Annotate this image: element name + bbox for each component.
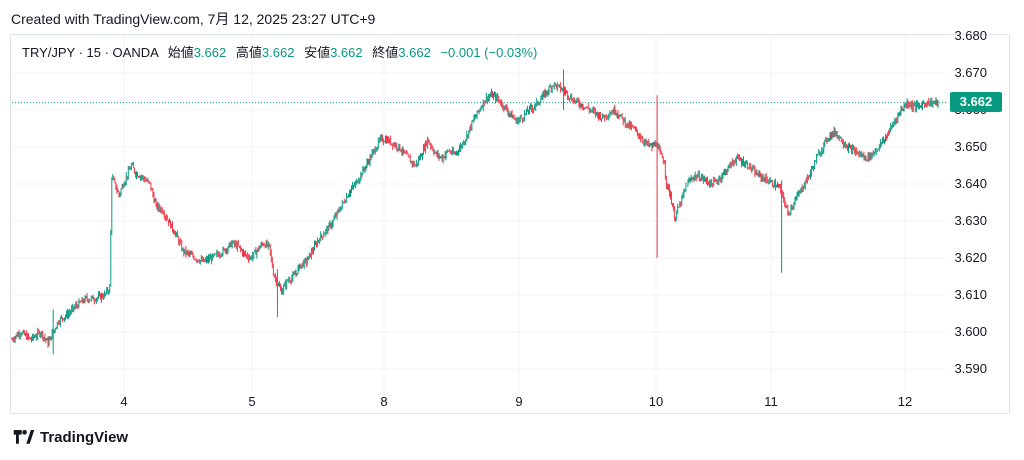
candles xyxy=(11,69,939,355)
y-axis-ticks: 3.6803.6703.6603.6503.6403.6303.6203.610… xyxy=(954,28,987,376)
y-tick-label: 3.680 xyxy=(954,28,987,43)
legend-change: −0.001 (−0.03%) xyxy=(440,45,538,60)
legend-open-value: 3.662 xyxy=(193,45,227,60)
x-tick-label: 5 xyxy=(248,394,255,409)
chart-frame xyxy=(10,34,1010,414)
x-tick-label: 4 xyxy=(120,394,127,409)
legend-open-label: 始値 xyxy=(167,45,194,60)
y-tick-label: 3.650 xyxy=(954,139,987,154)
y-tick-label: 3.610 xyxy=(954,287,987,302)
last-price-badge: 3.662 xyxy=(950,92,1002,112)
y-tick-label: 3.630 xyxy=(954,213,987,228)
tradingview-brand[interactable]: TradingView xyxy=(12,429,128,446)
tradingview-logo-icon xyxy=(13,429,35,444)
y-tick-label: 3.670 xyxy=(954,65,987,80)
created-with-text: Created with TradingView.com, 7月 12, 202… xyxy=(11,11,376,27)
legend-high-value: 3.662 xyxy=(261,45,295,60)
x-tick-label: 11 xyxy=(764,394,778,409)
x-tick-label: 10 xyxy=(649,394,663,409)
grid-lines xyxy=(12,35,946,392)
x-tick-label: 12 xyxy=(898,394,912,409)
y-tick-label: 3.640 xyxy=(954,176,987,191)
y-tick-label: 3.620 xyxy=(954,250,987,265)
legend-close-label: 終値 xyxy=(372,45,399,60)
x-tick-label: 9 xyxy=(515,394,522,409)
legend-low-label: 安値 xyxy=(304,45,331,60)
legend-high-label: 高値 xyxy=(235,45,262,60)
legend-symbol: TRY/JPY · 15 · OANDA xyxy=(22,45,159,60)
y-tick-label: 3.590 xyxy=(954,361,987,376)
legend-low-value: 3.662 xyxy=(330,45,363,60)
chart-legend: TRY/JPY · 15 · OANDA 始値3.662 高値3.662 安値3… xyxy=(22,42,537,61)
brand-name: TradingView xyxy=(40,429,129,446)
x-tick-label: 8 xyxy=(380,394,387,409)
x-axis-ticks: 4 5 8 9 10 11 12 xyxy=(120,394,912,409)
y-tick-label: 3.600 xyxy=(954,324,987,339)
legend-close-value: 3.662 xyxy=(398,45,431,60)
